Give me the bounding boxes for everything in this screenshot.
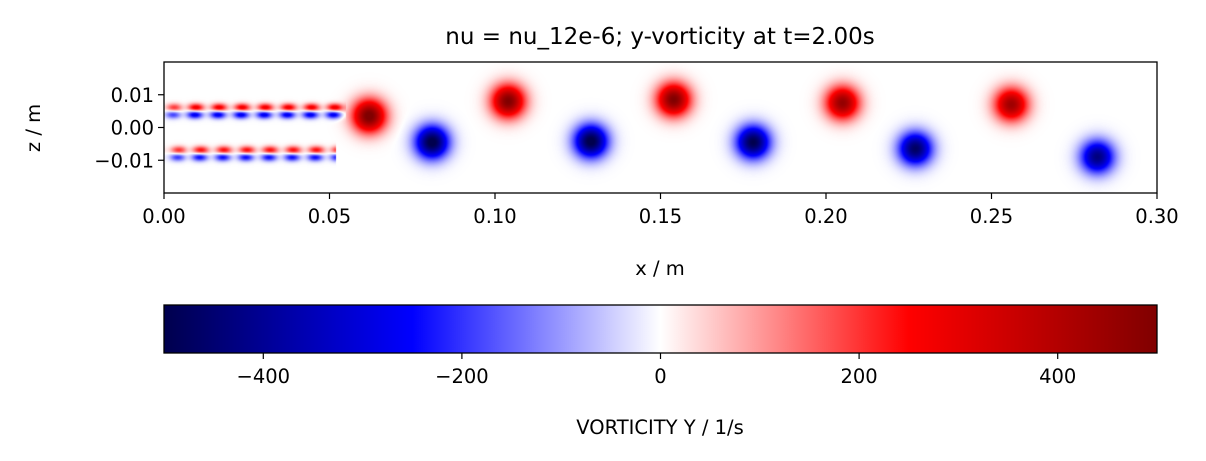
y-axis-ticks: 0.01 0.00 −0.01 xyxy=(94,84,164,172)
chart-title: nu = nu_12e-6; y-vorticity at t=2.00s xyxy=(445,24,874,50)
x-tick-label: 0.20 xyxy=(804,205,847,228)
x-tick-label: 0.15 xyxy=(639,205,682,228)
y-tick-label: −0.01 xyxy=(94,149,154,172)
colorbar-tick-label: 200 xyxy=(840,365,877,388)
vorticity-heatmap xyxy=(164,62,1157,193)
colorbar-tick-label: 0 xyxy=(654,365,666,388)
x-tick-label: 0.00 xyxy=(142,205,185,228)
heatmap-area xyxy=(164,62,1157,193)
heatmap-container xyxy=(164,62,1157,193)
colorbar-label: VORTICITY Y / 1/s xyxy=(576,416,744,439)
x-axis-label: x / m xyxy=(635,257,685,280)
x-tick-label: 0.05 xyxy=(308,205,351,228)
x-axis-ticks: 0.00 0.05 0.10 0.15 0.20 0.25 0.30 xyxy=(142,193,1179,228)
colorbar-tick-label: −400 xyxy=(237,365,291,388)
colorbar-ticks: −400 −200 0 200 400 xyxy=(237,353,1076,388)
colorbar xyxy=(163,304,1158,354)
x-tick-label: 0.30 xyxy=(1135,205,1178,228)
y-tick-label: 0.01 xyxy=(111,84,154,107)
x-tick-label: 0.10 xyxy=(473,205,516,228)
y-tick-label: 0.00 xyxy=(111,117,154,140)
y-axis-label: z / m xyxy=(22,104,45,152)
x-tick-label: 0.25 xyxy=(970,205,1013,228)
colorbar-tick-label: −200 xyxy=(435,365,489,388)
colorbar-tick-label: 400 xyxy=(1039,365,1076,388)
